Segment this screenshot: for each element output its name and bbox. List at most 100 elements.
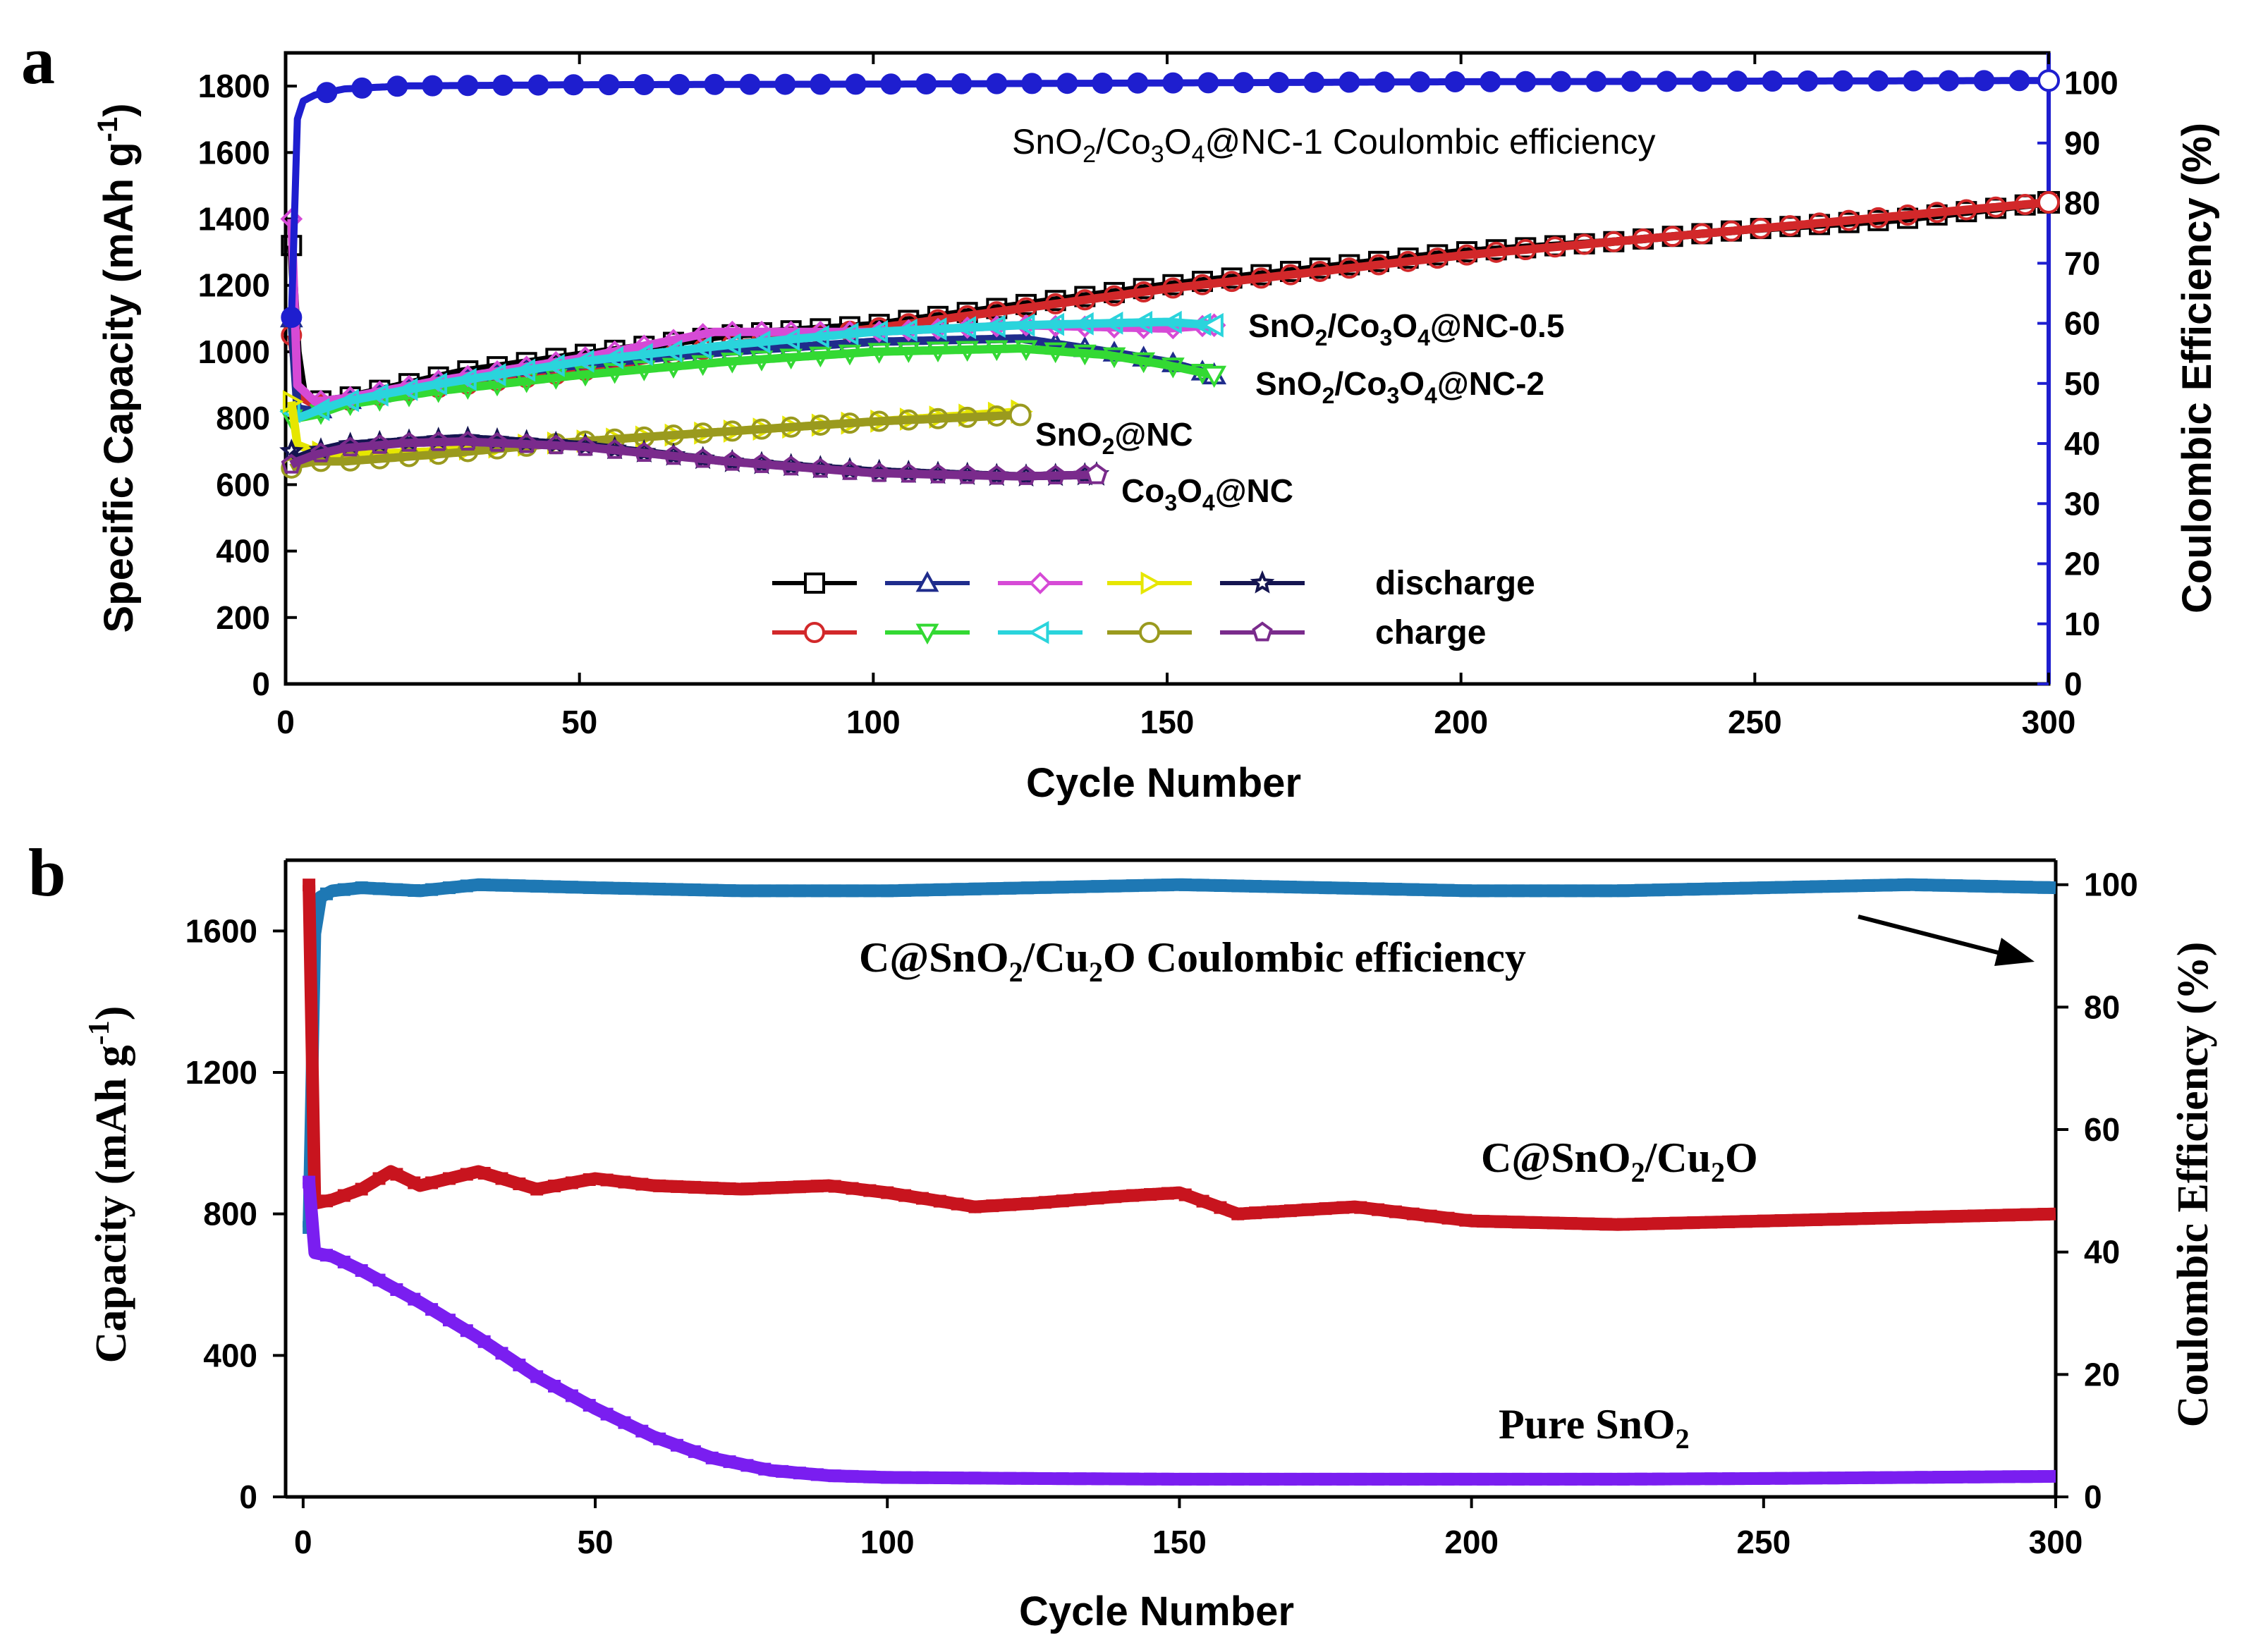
panel-b-series xyxy=(303,878,2059,1486)
data-point xyxy=(1573,233,1595,255)
data-point xyxy=(1757,1471,1770,1485)
data-point xyxy=(1038,881,1051,894)
data-point xyxy=(1511,1472,1525,1486)
data-point xyxy=(758,1462,772,1476)
data-point xyxy=(1845,879,1858,893)
data-point xyxy=(1757,1214,1770,1228)
data-point xyxy=(1827,1471,1841,1485)
data-point xyxy=(951,1197,964,1211)
panel-b-y-tick-label: 1200 xyxy=(185,1054,257,1091)
panel-b-y2-tick-label: 40 xyxy=(2084,1234,2120,1271)
data-point xyxy=(1266,1472,1279,1486)
data-point xyxy=(1739,1472,1752,1486)
data-point xyxy=(635,1177,649,1191)
data-point xyxy=(1669,1472,1683,1486)
data-point xyxy=(600,881,614,895)
panel-a-y-tick-label: 1600 xyxy=(198,134,270,171)
data-point xyxy=(837,322,859,346)
data-point xyxy=(1494,1472,1508,1486)
data-point xyxy=(1603,231,1625,252)
data-point xyxy=(1406,883,1420,896)
panel-b-ticks: 0 50 100 150 200 250 3000400800120016000204060… xyxy=(185,867,2138,1560)
data-point xyxy=(1073,312,1094,336)
data-point xyxy=(863,1184,877,1197)
annotation-arrow-head xyxy=(1994,938,2035,966)
data-point xyxy=(1280,264,1301,286)
data-point xyxy=(1544,236,1566,258)
data-point xyxy=(1389,1472,1402,1486)
data-point xyxy=(1726,71,1748,92)
annotation-cu2o: C@SnO2/Cu2O xyxy=(1481,1134,1758,1188)
data-point xyxy=(1221,271,1243,293)
data-point xyxy=(1424,1209,1437,1223)
data-point xyxy=(460,1168,473,1181)
legend-swatch-marker xyxy=(1140,571,1162,595)
data-point xyxy=(600,1407,614,1421)
data-point xyxy=(495,1347,508,1360)
series-pure-sno2 xyxy=(303,1175,2059,1486)
data-point xyxy=(846,1469,859,1483)
data-point xyxy=(986,405,1008,427)
data-point xyxy=(846,884,859,898)
data-point xyxy=(390,1283,403,1297)
data-point xyxy=(516,433,537,453)
data-point xyxy=(390,1168,403,1181)
panel-a-y2-tick-label: 30 xyxy=(2064,485,2100,522)
panel-a-y-tick-label: 1400 xyxy=(198,201,270,238)
data-point xyxy=(1652,1217,1665,1230)
data-point xyxy=(1779,215,1801,237)
series-co3o4-nc-charge xyxy=(281,431,1108,485)
data-point xyxy=(1599,1472,1613,1486)
data-point xyxy=(1459,884,1472,898)
data-point xyxy=(1633,228,1654,250)
panel-a-y2-tick-label: 60 xyxy=(2064,305,2100,342)
data-point xyxy=(456,367,477,391)
data-point xyxy=(1444,71,1466,92)
data-point xyxy=(1915,879,1928,892)
data-point xyxy=(598,74,620,96)
data-point xyxy=(1044,342,1068,364)
data-point xyxy=(372,1273,386,1287)
legend-swatch-marker xyxy=(915,623,939,645)
data-point xyxy=(1739,881,1752,895)
data-point xyxy=(339,436,361,457)
annotation-arrow-line xyxy=(1858,914,2018,960)
data-point xyxy=(457,75,479,97)
data-point xyxy=(1915,1471,1928,1484)
panel-a-legend xyxy=(772,570,1305,645)
panel-a-x-tick-label: 200 xyxy=(1434,704,1488,740)
data-point xyxy=(484,363,506,386)
data-point xyxy=(1354,1472,1367,1486)
data-point xyxy=(1879,1211,1893,1225)
data-point xyxy=(986,1199,999,1213)
data-point xyxy=(603,362,627,384)
data-point xyxy=(1283,1472,1297,1486)
data-point xyxy=(1250,267,1272,289)
panel-a-series xyxy=(279,69,2060,487)
data-point xyxy=(898,1471,912,1484)
data-point xyxy=(427,431,449,451)
data-point xyxy=(1021,881,1035,895)
data-point xyxy=(351,77,373,99)
panel-b-x-tick-label: 300 xyxy=(2029,1524,2083,1560)
data-point xyxy=(1459,1213,1472,1227)
panel-a-y2-tick-label: 50 xyxy=(2064,365,2100,402)
data-point xyxy=(1634,883,1647,897)
data-point xyxy=(933,1194,946,1208)
data-point xyxy=(1585,71,1607,92)
data-point xyxy=(1687,1216,1700,1230)
data-point xyxy=(408,1292,421,1306)
data-point xyxy=(1389,883,1402,896)
data-point xyxy=(1616,884,1630,898)
data-point xyxy=(867,343,891,364)
data-point xyxy=(868,410,890,432)
annotation-nc2: SnO2/Co3O4@NC-2 xyxy=(1255,365,1544,408)
data-point xyxy=(355,1264,368,1277)
panel-a-y-tick-label: 1200 xyxy=(198,267,270,304)
data-point xyxy=(898,883,912,897)
data-point xyxy=(2020,881,2033,894)
data-point xyxy=(2002,880,2016,893)
data-point xyxy=(408,1176,421,1189)
panel-b-x-tick-label: 100 xyxy=(860,1524,915,1560)
data-point xyxy=(1016,465,1037,485)
